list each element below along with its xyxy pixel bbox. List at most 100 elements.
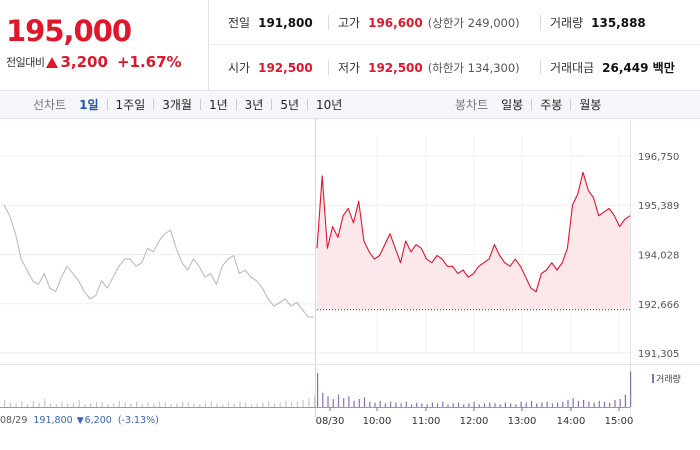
volume-bar [141, 404, 143, 407]
volume-bar [348, 396, 350, 407]
period-3y[interactable]: 3년 [244, 98, 264, 112]
y-tick-label: 195,389 [638, 201, 679, 212]
volume-bar [78, 399, 80, 407]
stat-note: (상한가 249,000) [427, 15, 520, 30]
x-tick-label: 10:00 [363, 416, 392, 427]
volume-bar [557, 402, 559, 407]
volume-bar [468, 403, 470, 407]
stat-label: 저가 [338, 61, 361, 75]
stat-label: 거래대금 [550, 61, 595, 75]
period-monthly-candle[interactable]: 월봉 [579, 98, 602, 112]
period-1w[interactable]: 1주일 [115, 98, 146, 112]
change-rate: +1.67% [116, 53, 182, 71]
stat-label: 시가 [228, 61, 251, 75]
volume-bar [107, 404, 109, 407]
period-10y[interactable]: 10년 [316, 98, 343, 112]
line-chart-periods: 선차트 1일 1주일 3개월 1년 3년 5년 10년 [33, 91, 345, 118]
up-triangle-icon [46, 56, 59, 68]
x-tick-label: 14:00 [557, 416, 586, 427]
volume-bar [124, 402, 126, 407]
volume-bar [322, 392, 324, 407]
area-layer [317, 172, 630, 311]
volume-bar [541, 402, 543, 407]
y-tick-label: 192,666 [638, 300, 679, 311]
volume-bar [193, 403, 195, 407]
volume-bar [222, 404, 224, 407]
volume-bar [421, 403, 423, 407]
period-3m[interactable]: 3개월 [162, 98, 192, 112]
volume-bar [170, 404, 172, 407]
stat-value: 196,600 [368, 15, 423, 30]
volume-bar [32, 400, 34, 407]
stat-value: 26,449 백만 [602, 61, 675, 75]
period-daily-candle[interactable]: 일봉 [501, 98, 524, 112]
divider [106, 99, 108, 110]
volume-bar [101, 402, 103, 407]
volume-bar [38, 402, 40, 407]
y-tick-label: 194,028 [638, 250, 679, 261]
volume-bar [598, 400, 600, 407]
volume-bar [337, 394, 340, 407]
volume-legend-label: 거래량 [656, 375, 681, 385]
price-chart-svg: 196,750 195,389 194,028 192,666 191,305 08/30… [0, 119, 700, 427]
volume-bar [536, 403, 538, 407]
volume-bar [593, 402, 595, 407]
x-tick-label: 13:00 [508, 416, 537, 427]
volume-bar [21, 401, 23, 407]
stat-value: 192,500 [258, 60, 313, 75]
volume-bar [395, 402, 397, 407]
change-amount: 3,200 [60, 53, 108, 71]
volume-bar [147, 402, 149, 407]
volume-layer [4, 371, 632, 407]
stat-prev-close: 전일 191,800 [228, 0, 313, 45]
volume-bar [546, 401, 548, 407]
stat-open: 시가 192,500 [228, 45, 313, 90]
volume-bar [583, 399, 585, 407]
volume-bar [4, 399, 6, 407]
divider [570, 99, 572, 110]
volume-bar [49, 403, 52, 407]
volume-bar [72, 402, 75, 407]
chart-grid [0, 119, 700, 417]
volume-bar [95, 401, 98, 407]
change-row: 전일대비 3,200 +1.67% [6, 53, 182, 71]
volume-bar [437, 403, 439, 407]
volume-bar [572, 398, 574, 407]
divider [540, 60, 541, 75]
volume-bar [204, 402, 207, 407]
stats-grid: 전일 191,800 고가 196,600 (상한가 249,000) 거래량 … [210, 0, 700, 90]
volume-bar [67, 403, 69, 407]
period-1d[interactable]: 1일 [79, 98, 99, 112]
stats-row-1: 전일 191,800 고가 196,600 (상한가 249,000) 거래량 … [210, 0, 700, 45]
series-0830-area [317, 172, 630, 310]
volume-bar [494, 403, 496, 407]
divider [235, 99, 237, 110]
volume-bar [291, 402, 293, 407]
volume-bar [182, 401, 184, 407]
prev-day-change: 6,200 [84, 415, 112, 426]
period-weekly-candle[interactable]: 주봉 [540, 98, 563, 112]
y-tick-label: 196,750 [638, 152, 679, 163]
volume-bar [630, 371, 632, 407]
volume-bar [210, 401, 212, 407]
prev-day-date: 08/29 [0, 415, 28, 426]
price-chart[interactable]: 196,750 195,389 194,028 192,666 191,305 08/30… [0, 119, 700, 450]
volume-bar [483, 403, 486, 407]
volume-bar [374, 402, 376, 407]
volume-bar [268, 401, 270, 407]
volume-bar [279, 402, 281, 407]
volume-bar [499, 404, 501, 407]
volume-bar [478, 404, 480, 407]
divider [153, 99, 155, 110]
volume-bar [390, 401, 392, 407]
volume-bar [250, 404, 253, 407]
x-tick-label: 08/30 [316, 416, 345, 427]
period-1y[interactable]: 1년 [208, 98, 228, 112]
volume-bar [256, 403, 258, 407]
x-tick-label: 11:00 [412, 416, 441, 427]
volume-bar [27, 404, 29, 407]
volume-bar [405, 401, 407, 407]
period-5y[interactable]: 5년 [280, 98, 300, 112]
volume-bar [314, 396, 316, 407]
volume-bar [44, 399, 46, 407]
